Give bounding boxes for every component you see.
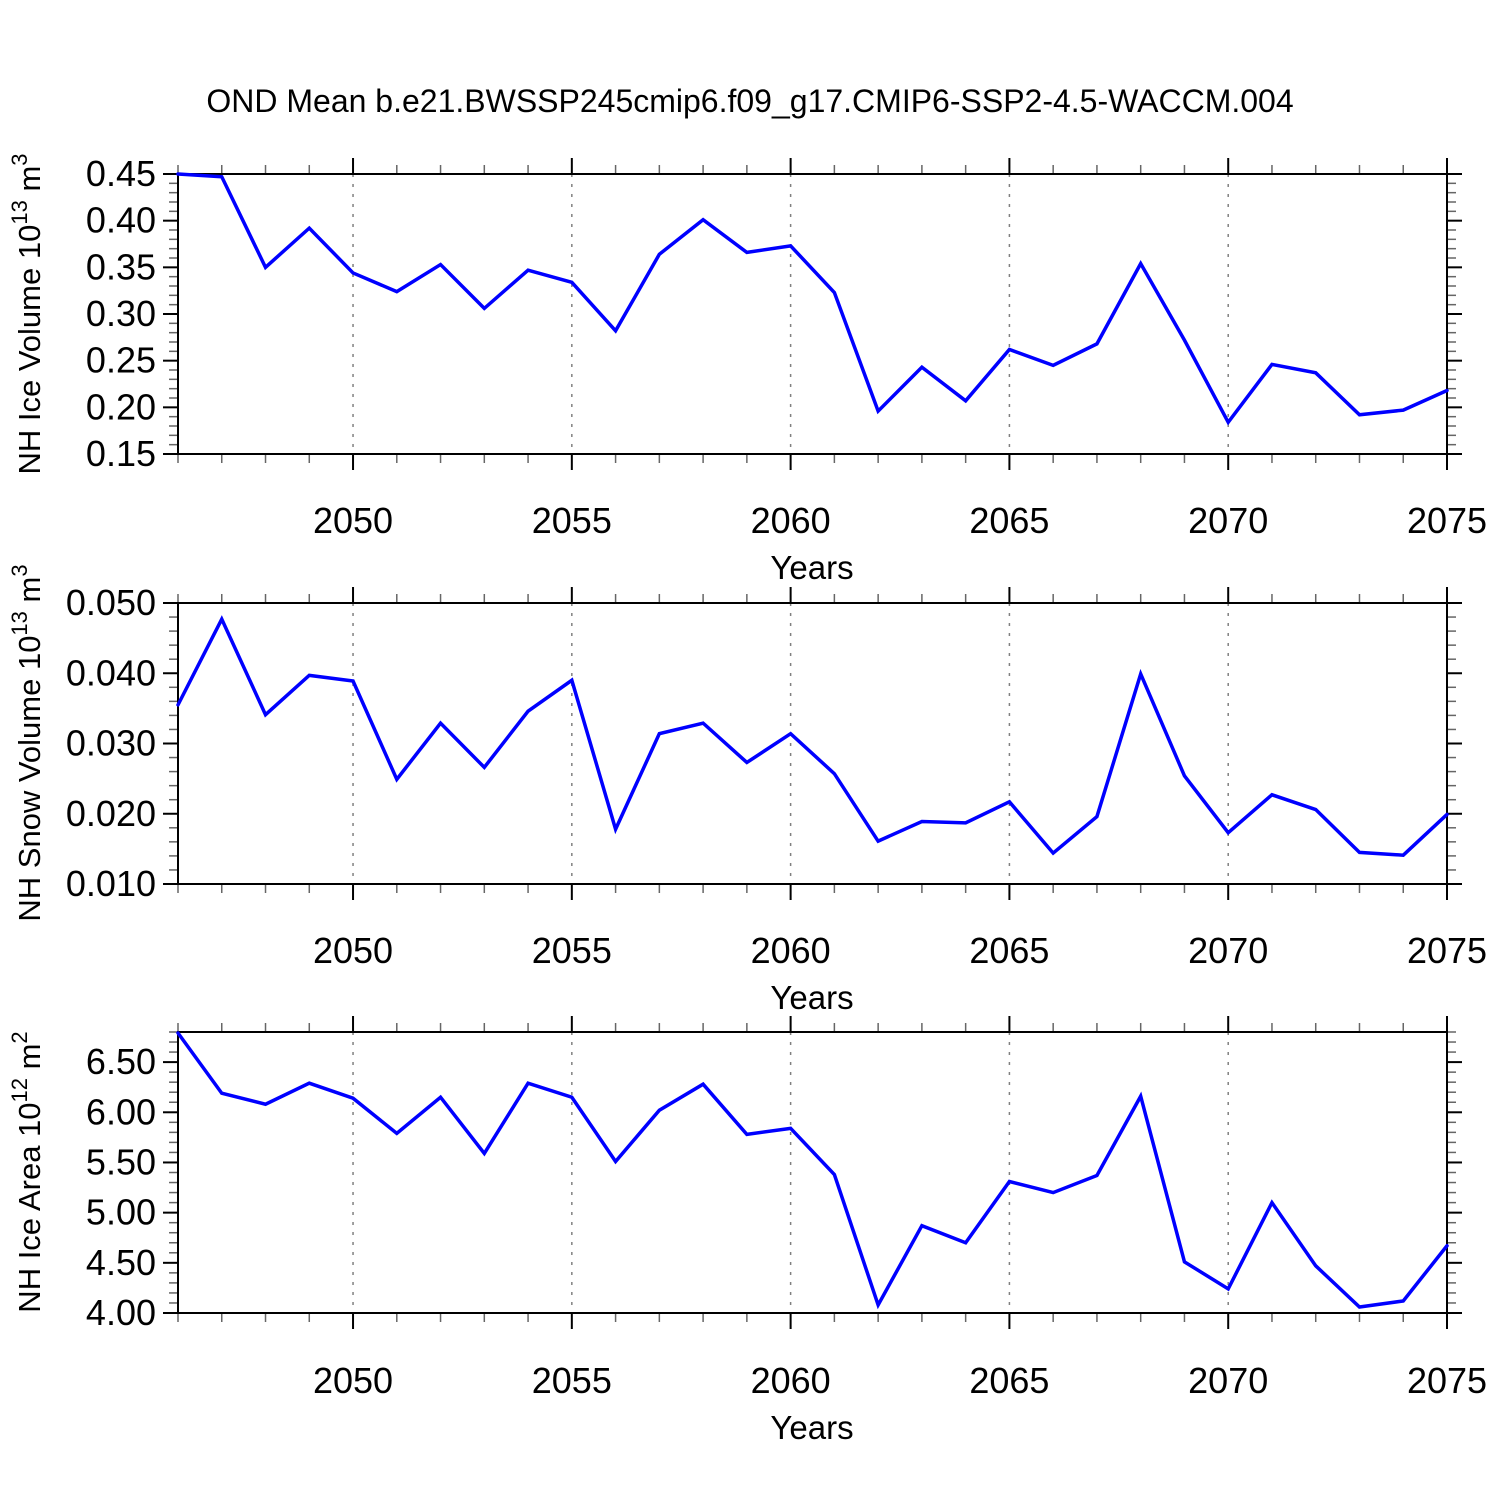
x-tick-label: 2065	[969, 1360, 1049, 1401]
y-tick-label: 4.50	[86, 1242, 156, 1283]
y-title-text: NH Snow Volume 10	[12, 636, 47, 922]
y-title-unit-exponent: 2	[7, 1031, 32, 1043]
x-tick-label: 2070	[1188, 500, 1268, 541]
y-tick-label: 6.50	[86, 1041, 156, 1082]
panel-nh-snow-volume: 0.010 0.020 0.030 0.040 0.050 2050 2055 2060 206…	[66, 582, 1487, 971]
x-tick-label: 2075	[1407, 1360, 1487, 1401]
panel-nh-ice-volume: 0.15 0.20 0.25 0.30 0.35 0.40 0.45 2050 2055 2060…	[86, 153, 1487, 541]
x-tick-label: 2060	[751, 1360, 831, 1401]
x-tick-label: 2070	[1188, 1360, 1268, 1401]
x-tick-label: 2050	[313, 1360, 393, 1401]
y-axis-title-ice-volume: NH Ice Volume 1013 m3	[7, 153, 47, 474]
y-title-exponent: 13	[7, 611, 32, 635]
plot-frame	[177, 602, 1448, 885]
data-line	[176, 1031, 1449, 1310]
y-title-exponent: 13	[7, 200, 32, 224]
y-tick-label: 0.030	[66, 723, 156, 764]
data-line	[176, 172, 1449, 426]
y-tick-label: 5.00	[86, 1192, 156, 1233]
y-tick-label: 0.25	[86, 340, 156, 381]
y-tick-label: 0.020	[66, 793, 156, 834]
y-title-unit-exponent: 3	[7, 153, 32, 165]
y-tick-label: 0.040	[66, 652, 156, 693]
x-tick-label: 2065	[969, 500, 1049, 541]
x-tick-label: 2065	[969, 930, 1049, 971]
y-tick-label: 0.45	[86, 153, 156, 194]
data-line	[176, 615, 1449, 857]
y-title-unit-exponent: 3	[7, 564, 32, 576]
y-tick-label: 0.010	[66, 863, 156, 904]
y-tick-label: 6.00	[86, 1091, 156, 1132]
y-tick-label: 0.35	[86, 246, 156, 287]
x-tick-label: 2055	[532, 1360, 612, 1401]
panel-nh-ice-area: 4.00 4.50 5.00 5.50 6.00 6.50 2050 2055 2060 2065…	[86, 1016, 1487, 1401]
x-tick-label: 2060	[751, 500, 831, 541]
y-title-text: NH Ice Area 10	[12, 1102, 47, 1312]
x-tick-label: 2055	[532, 500, 612, 541]
y-title-unit: m	[12, 166, 47, 200]
y-title-exponent: 12	[7, 1078, 32, 1102]
plot-frame	[177, 173, 1448, 455]
x-tick-label: 2070	[1188, 930, 1268, 971]
x-axis-title-3: Years	[770, 1409, 853, 1446]
x-axis-title-2: Years	[770, 979, 853, 1016]
x-tick-label: 2055	[532, 930, 612, 971]
x-tick-label: 2075	[1407, 930, 1487, 971]
y-tick-label: 0.20	[86, 386, 156, 427]
y-title-text: NH Ice Volume 10	[12, 225, 47, 475]
y-tick-label: 0.15	[86, 433, 156, 474]
y-axis-title-ice-area: NH Ice Area 1012 m2	[7, 1031, 47, 1312]
y-tick-label: 0.30	[86, 293, 156, 334]
x-tick-label: 2060	[751, 930, 831, 971]
y-tick-label: 5.50	[86, 1141, 156, 1182]
x-tick-label: 2050	[313, 500, 393, 541]
x-tick-label: 2050	[313, 930, 393, 971]
y-tick-label: 0.050	[66, 582, 156, 623]
plot-frame	[177, 1031, 1448, 1314]
x-axis-title-1: Years	[770, 549, 853, 586]
x-tick-label: 2075	[1407, 500, 1487, 541]
y-title-unit: m	[12, 1044, 47, 1078]
y-tick-label: 0.40	[86, 200, 156, 241]
y-title-unit: m	[12, 577, 47, 611]
chart-title: OND Mean b.e21.BWSSP245cmip6.f09_g17.CMI…	[206, 83, 1293, 119]
y-tick-label: 4.00	[86, 1292, 156, 1333]
y-axis-title-snow-volume: NH Snow Volume 1013 m3	[7, 564, 47, 921]
